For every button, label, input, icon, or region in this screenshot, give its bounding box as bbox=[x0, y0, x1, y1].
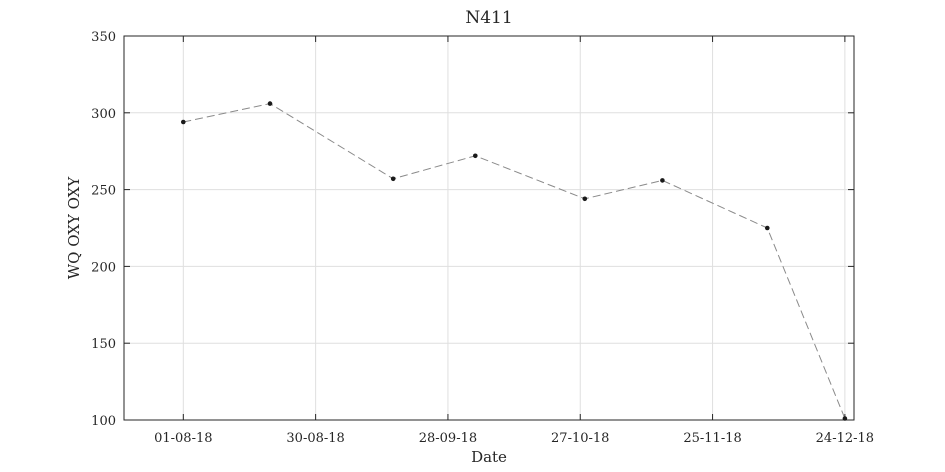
grid bbox=[124, 35, 854, 421]
data-point bbox=[765, 225, 770, 231]
plot-frame bbox=[123, 35, 855, 421]
x-tick-label: 01-08-18 bbox=[154, 431, 212, 446]
data-point bbox=[390, 176, 396, 182]
axis-ticks: 01-08-18 30-08-18 28-09-18 27-10-18 25-11-18… bbox=[91, 30, 874, 446]
x-tick-label: 27-10-18 bbox=[551, 431, 609, 446]
x-axis-label: Date bbox=[471, 448, 507, 466]
y-tick-label: 100 bbox=[91, 414, 116, 429]
series-line bbox=[183, 103, 846, 419]
data-point bbox=[842, 416, 848, 421]
y-tick-label: 150 bbox=[91, 337, 116, 352]
x-tick-label: 24-12-18 bbox=[816, 431, 874, 446]
data-point bbox=[267, 101, 273, 106]
data-point bbox=[660, 178, 665, 183]
data-point bbox=[473, 153, 478, 159]
y-tick-label: 350 bbox=[91, 30, 116, 45]
y-tick-label: 300 bbox=[91, 107, 116, 122]
x-tick-label: 25-11-18 bbox=[683, 431, 741, 446]
y-axis-label: WQ OXY OXY bbox=[65, 176, 83, 280]
data-point bbox=[582, 196, 588, 202]
x-tick-label: 30-08-18 bbox=[286, 431, 344, 446]
x-tick-label: 28-09-18 bbox=[419, 431, 477, 446]
y-tick-label: 200 bbox=[91, 260, 116, 275]
series-group bbox=[181, 101, 848, 421]
data-point bbox=[181, 119, 186, 125]
chart-title: N411 bbox=[465, 8, 512, 28]
y-tick-label: 250 bbox=[91, 184, 116, 199]
